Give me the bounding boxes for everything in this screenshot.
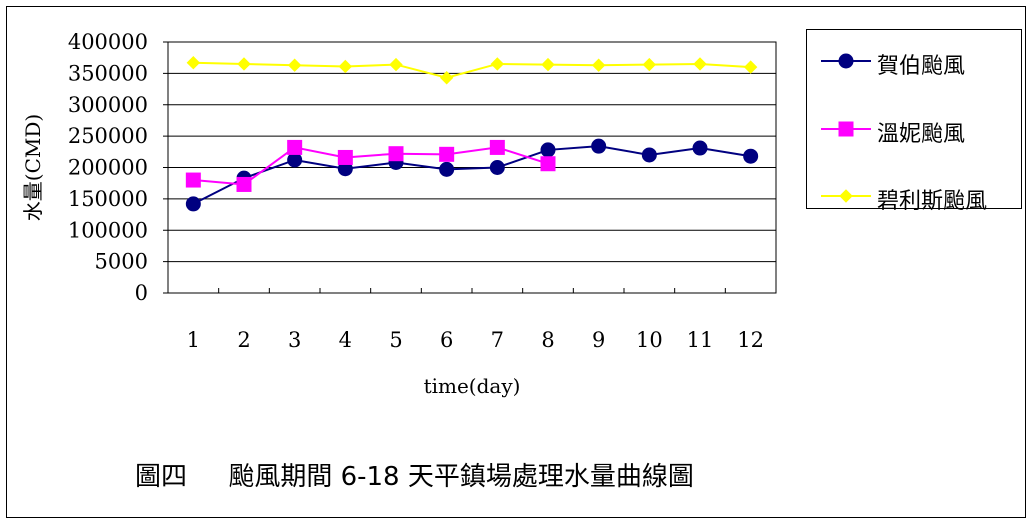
x-tick-label: 5 xyxy=(389,328,402,352)
y-tick-label: 250000 xyxy=(68,124,148,148)
figure-caption: 圖四 颱風期間 6-18 天平鎮場處理水量曲線圖 xyxy=(135,462,694,492)
legend-item: 碧利斯颱風 xyxy=(807,181,1021,214)
y-tick-label: 100000 xyxy=(68,218,148,242)
data-point xyxy=(838,53,854,69)
y-tick-label: 150000 xyxy=(68,187,148,211)
legend-label: 碧利斯颱風 xyxy=(877,189,988,214)
y-tick-label: 400000 xyxy=(68,30,148,54)
legend-swatch xyxy=(821,121,871,137)
data-point xyxy=(185,172,201,188)
y-tick-label: 0 xyxy=(135,281,148,305)
data-point xyxy=(839,189,853,203)
x-tick-label: 6 xyxy=(440,328,453,352)
data-point xyxy=(388,146,404,162)
data-point xyxy=(439,161,455,177)
data-point xyxy=(692,140,708,156)
legend-swatch xyxy=(821,53,871,69)
data-point xyxy=(743,60,758,74)
legend-item: 賀伯颱風 xyxy=(807,46,1021,79)
data-point xyxy=(185,196,201,212)
x-tick-label: 1 xyxy=(187,328,200,352)
data-point xyxy=(540,156,556,172)
data-point xyxy=(641,147,657,163)
x-tick-label: 12 xyxy=(737,328,764,352)
x-tick-label: 3 xyxy=(288,328,301,352)
x-tick-label: 10 xyxy=(636,328,663,352)
x-tick-label: 8 xyxy=(541,328,554,352)
data-point xyxy=(338,59,353,74)
x-axis-title: time(day) xyxy=(424,374,521,398)
data-point xyxy=(287,139,303,155)
data-point xyxy=(389,57,403,72)
data-point xyxy=(439,146,455,162)
data-point xyxy=(838,121,854,137)
series-line xyxy=(192,145,751,205)
data-point xyxy=(743,148,759,164)
x-tick-label: 7 xyxy=(491,328,504,352)
y-axis-title: 水量(CMD) xyxy=(21,114,45,221)
data-point xyxy=(591,138,607,154)
legend: 賀伯颱風溫妮颱風碧利斯颱風 xyxy=(806,29,1022,214)
data-point xyxy=(591,58,606,72)
data-point xyxy=(490,57,505,71)
data-point xyxy=(693,57,707,71)
data-point xyxy=(236,176,252,192)
legend-label: 溫妮颱風 xyxy=(877,122,966,147)
x-tick-label: 11 xyxy=(687,328,714,352)
series-2 xyxy=(185,139,556,192)
legend-swatch xyxy=(821,189,871,203)
gridlines xyxy=(168,72,776,263)
data-point xyxy=(337,149,353,165)
data-point xyxy=(287,152,303,168)
data-point xyxy=(540,142,556,158)
data-point xyxy=(642,57,657,72)
y-tick-label: 350000 xyxy=(68,61,148,85)
chart-frame xyxy=(6,6,1026,518)
axes: 0 5000 100000 150000 200000 250000 300000 35000… xyxy=(68,30,764,352)
x-tick-label: 2 xyxy=(237,328,250,352)
data-point xyxy=(439,71,454,85)
legend-item: 溫妮颱風 xyxy=(807,114,1021,147)
data-point xyxy=(489,160,505,175)
data-point xyxy=(237,57,251,71)
series-layer xyxy=(185,56,759,212)
x-tick-label: 9 xyxy=(592,328,605,352)
data-point xyxy=(489,139,505,155)
data-point xyxy=(186,56,201,70)
x-tick-label: 4 xyxy=(339,328,352,352)
y-tick-label: 200000 xyxy=(68,156,148,180)
legend-label: 賀伯颱風 xyxy=(877,54,966,79)
y-tick-label: 300000 xyxy=(68,93,148,117)
data-point xyxy=(541,57,555,72)
y-tick-label: 5000 xyxy=(95,250,148,274)
data-point xyxy=(287,58,302,72)
series-line xyxy=(193,146,549,186)
series-3 xyxy=(186,56,758,85)
series-line xyxy=(193,61,751,79)
